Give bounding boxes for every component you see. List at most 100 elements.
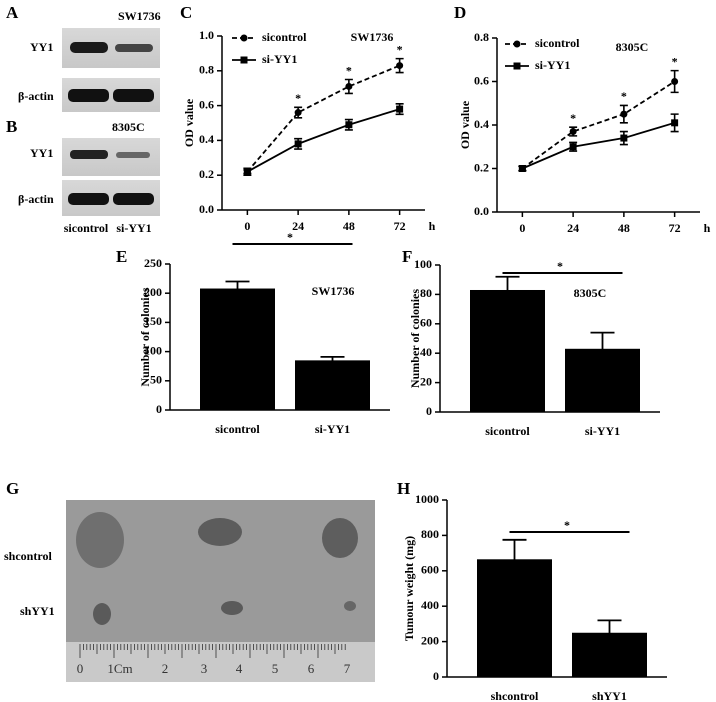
y-tick-label: 80 (420, 286, 432, 300)
legend-label: sicontrol (262, 30, 307, 44)
series-line (246, 108, 400, 173)
blot-row-label: β-actin (18, 89, 54, 103)
blot-row-label: YY1 (30, 40, 53, 54)
x-tick-label: 0 (244, 219, 250, 233)
tumour (322, 518, 358, 558)
y-axis-label: OD value (458, 100, 472, 149)
blot-lane-label: si-YY1 (116, 221, 151, 235)
bar (295, 360, 370, 410)
y-tick-label: 250 (144, 256, 162, 270)
legend-label: si-YY1 (535, 58, 570, 72)
legend-label: sicontrol (535, 36, 580, 50)
tumour (344, 601, 356, 611)
significance: * (287, 230, 293, 244)
y-tick-label: 0.6 (199, 97, 214, 111)
y-tick-label: 600 (421, 563, 439, 577)
y-tick-label: 60 (420, 316, 432, 330)
y-tick-label: 800 (421, 527, 439, 541)
ruler-label: 0 (77, 661, 84, 676)
y-tick-label: 0.2 (199, 167, 214, 181)
x-tick-label: si-YY1 (585, 424, 620, 438)
legend-marker (513, 62, 521, 70)
series-line (521, 80, 676, 170)
panel-label: C (180, 3, 192, 22)
ruler-label: 7 (344, 661, 351, 676)
blot-band (70, 150, 108, 159)
y-tick-label: 400 (421, 598, 439, 612)
y-tick-label: 1.0 (199, 28, 214, 42)
bar (565, 348, 640, 412)
tumour-photo (66, 500, 375, 682)
y-tick-label: 20 (420, 374, 432, 388)
x-tick-label: 24 (292, 219, 304, 233)
significance: * (570, 111, 576, 125)
panel-label: G (6, 479, 19, 498)
x-tick-label: 24 (567, 221, 579, 235)
tumour (198, 518, 242, 546)
x-tick-label: shcontrol (491, 689, 539, 702)
tumour (76, 512, 124, 568)
significance: * (295, 91, 301, 105)
bar (200, 288, 275, 410)
ruler-label: 5 (272, 661, 279, 676)
blot-title: 8305C (112, 120, 145, 134)
panel-label: F (402, 247, 412, 266)
data-point (396, 62, 404, 70)
y-tick-label: 0.8 (199, 63, 214, 77)
y-tick-label: 0 (433, 669, 439, 683)
annotation: SW1736 (351, 30, 394, 44)
legend-marker (240, 34, 248, 42)
series-line (522, 121, 675, 170)
y-tick-label: 40 (420, 345, 432, 359)
x-tick-label: 72 (669, 221, 681, 235)
ruler-label: 6 (308, 661, 315, 676)
x-tick-label: 48 (618, 221, 630, 235)
ruler-label: 4 (236, 661, 243, 676)
bar (477, 559, 552, 677)
y-tick-label: 0.2 (474, 160, 489, 174)
y-tick-label: 0.4 (199, 132, 214, 146)
data-point (243, 168, 251, 176)
x-tick-label: 0 (519, 221, 525, 235)
y-tick-label: 100 (144, 343, 162, 357)
x-tick-label: sicontrol (215, 422, 260, 436)
annotation: 8305C (574, 286, 607, 300)
significance: * (621, 89, 627, 103)
data-point (345, 121, 353, 129)
y-tick-label: 0.6 (474, 73, 489, 87)
blot-band (113, 89, 154, 102)
series-line (246, 64, 400, 173)
x-tick-label: shYY1 (592, 689, 627, 702)
photo-row-label: shcontrol (4, 549, 52, 563)
panel-label: D (454, 3, 466, 22)
panel-label: B (6, 117, 17, 136)
blot-band (68, 89, 109, 102)
tumour (221, 601, 243, 615)
x-axis-label: h (704, 221, 711, 235)
blot-band (70, 42, 108, 53)
y-tick-label: 150 (144, 314, 162, 328)
x-tick-label: 72 (394, 219, 406, 233)
y-tick-label: 0.4 (474, 117, 489, 131)
significance: * (557, 259, 563, 273)
blot-band (68, 193, 109, 205)
y-tick-label: 100 (414, 257, 432, 271)
data-point (620, 134, 628, 142)
bar (470, 289, 545, 412)
x-tick-label: 48 (343, 219, 355, 233)
data-point (569, 143, 577, 151)
y-tick-label: 200 (144, 285, 162, 299)
data-point (569, 128, 577, 136)
significance: * (397, 42, 403, 56)
blot-band (116, 152, 150, 158)
ruler-label: 1Cm (107, 661, 132, 676)
y-tick-label: 0.8 (474, 30, 489, 44)
panel-label: E (116, 247, 127, 266)
significance: * (672, 54, 678, 68)
blot-row-label: YY1 (30, 146, 53, 160)
data-point (518, 165, 526, 172)
data-point (671, 119, 679, 127)
data-point (294, 109, 302, 117)
legend-marker (240, 56, 248, 64)
